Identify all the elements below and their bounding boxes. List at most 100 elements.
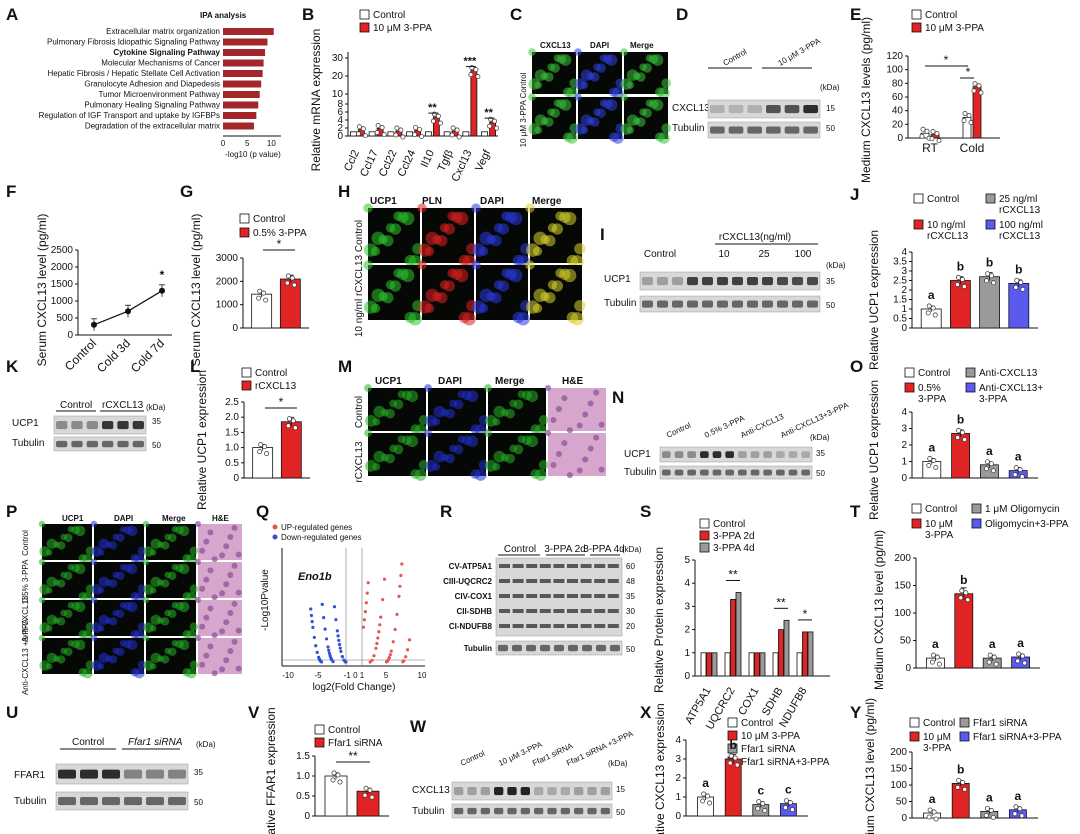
legend-label: 10 μM 3-PPA — [373, 23, 432, 34]
data-point — [962, 786, 968, 792]
blot-lane — [146, 797, 164, 806]
blot-lane — [480, 807, 490, 815]
blot-lane — [540, 644, 550, 652]
blot-lane — [776, 469, 785, 476]
y-tick-label: 0 — [684, 671, 690, 682]
bar-S — [783, 619, 790, 677]
cell-blob — [574, 300, 586, 312]
cell-blob — [458, 311, 471, 324]
legend-label: 25 ng/ml — [999, 194, 1037, 205]
cell-blob — [363, 260, 373, 270]
volcano-point — [361, 625, 366, 629]
significance-stars: ** — [776, 595, 786, 609]
volcano-point — [398, 584, 402, 588]
data-point — [1013, 465, 1019, 471]
bar-B-control — [387, 131, 395, 137]
row-label: 10 ng/ml rCXCL13 — [354, 254, 365, 337]
data-point — [972, 81, 978, 87]
blot-lane — [124, 769, 142, 779]
blot-lane — [607, 624, 619, 628]
data-point — [954, 282, 960, 287]
cell-blob — [484, 429, 492, 437]
legend-label: Control — [925, 504, 957, 515]
channel-label: H&E — [212, 514, 230, 523]
significance-stars: * — [966, 65, 971, 79]
he-nucleus — [598, 466, 605, 473]
bar-S — [796, 652, 803, 677]
cell-blob — [164, 571, 171, 579]
data-point — [993, 661, 999, 667]
cell-blob — [397, 435, 406, 444]
he-nucleus — [561, 440, 568, 447]
blot-lane-label: Control — [72, 737, 104, 748]
y-tick-label: 1.0 — [225, 443, 239, 454]
cell-blob — [528, 78, 541, 90]
blot-lane-label: rCXCL13 — [102, 400, 144, 411]
cell-blob — [142, 558, 150, 566]
blot-lane-label: 100 — [795, 249, 812, 260]
y-tick-label: 2 — [675, 773, 681, 784]
row-label: Control — [354, 396, 365, 428]
blot-lane — [587, 807, 597, 815]
blot-lane — [124, 797, 142, 806]
data-point — [978, 90, 984, 96]
cell-blob — [424, 429, 432, 437]
significance-letter: b — [957, 260, 964, 274]
blot-lane — [587, 787, 597, 796]
data-point — [933, 816, 939, 822]
cell-blob — [517, 390, 526, 399]
blot-band-ucp1 — [639, 271, 821, 291]
ipa-bar — [223, 112, 257, 119]
channel-label: CXCL13 — [540, 41, 571, 50]
cell-blob — [143, 622, 154, 633]
significance-stars: * — [160, 268, 165, 282]
bar-S — [759, 652, 766, 677]
blot-lane — [725, 469, 734, 476]
row-label: Anti-CXCL13 +3-PPA — [21, 618, 30, 695]
data-point — [990, 814, 996, 820]
y-tick-label: 2 — [337, 123, 343, 134]
data-point — [1016, 651, 1022, 657]
cell-blob — [525, 260, 535, 270]
kda-label: (kDa) — [622, 545, 642, 554]
volcano-point — [320, 602, 324, 606]
data-point — [976, 83, 982, 89]
he-nucleus — [231, 562, 238, 569]
significance-letter: b — [957, 412, 964, 426]
cell-blob — [38, 596, 46, 604]
data-point — [960, 430, 966, 435]
data-point — [335, 772, 341, 778]
cell-blob — [91, 546, 102, 557]
bar-B-control — [481, 131, 489, 137]
ipa-bar — [223, 59, 264, 67]
blot-lane — [594, 564, 606, 568]
y-tick-label: 100 — [890, 780, 907, 791]
blot-lane — [117, 440, 129, 448]
volcano-point — [379, 615, 383, 619]
he-nucleus — [227, 572, 234, 579]
bar-X — [724, 758, 742, 817]
significance-letter: a — [1017, 636, 1024, 650]
cell-blob — [574, 243, 586, 255]
blot-lane — [547, 807, 557, 815]
volcano-point — [340, 655, 344, 659]
data-point — [930, 305, 936, 311]
legend-swatch — [911, 503, 922, 514]
blot-lane — [725, 451, 734, 458]
data-point — [1020, 653, 1026, 659]
he-nucleus — [199, 661, 206, 668]
y-tick-label: 0 — [901, 473, 907, 484]
blot-lane — [547, 787, 557, 796]
cell-blob — [150, 538, 162, 550]
he-nucleus — [545, 385, 551, 391]
cell-blob — [620, 123, 633, 135]
cell-blob — [593, 108, 601, 116]
y-tick-label: 1500 — [51, 279, 74, 290]
significance-stars: ** — [428, 102, 437, 114]
panel-letter: M — [338, 357, 352, 376]
gene-annotation: Eno1b — [298, 571, 332, 583]
cell-blob — [470, 469, 481, 479]
band-label: UCP1 — [624, 449, 651, 460]
cell-blob — [447, 268, 457, 278]
volcano-point — [335, 629, 339, 633]
